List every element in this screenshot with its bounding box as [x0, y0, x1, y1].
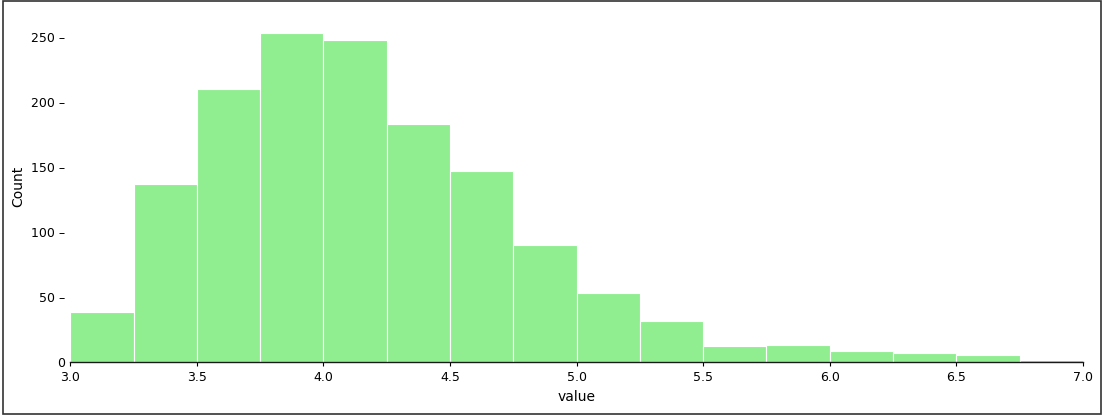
Bar: [197, 89, 261, 361]
Bar: [513, 245, 576, 361]
Bar: [956, 355, 1020, 361]
Bar: [71, 312, 134, 361]
Bar: [766, 345, 830, 361]
Bar: [1020, 360, 1083, 361]
Bar: [893, 352, 956, 361]
Y-axis label: Count: Count: [11, 166, 25, 207]
Bar: [830, 351, 893, 361]
Bar: [703, 346, 766, 361]
Bar: [261, 33, 323, 361]
Bar: [134, 184, 197, 361]
Bar: [323, 40, 386, 361]
X-axis label: value: value: [558, 390, 596, 404]
Bar: [576, 293, 640, 361]
Bar: [640, 321, 703, 361]
Bar: [386, 124, 450, 361]
Bar: [450, 171, 513, 361]
